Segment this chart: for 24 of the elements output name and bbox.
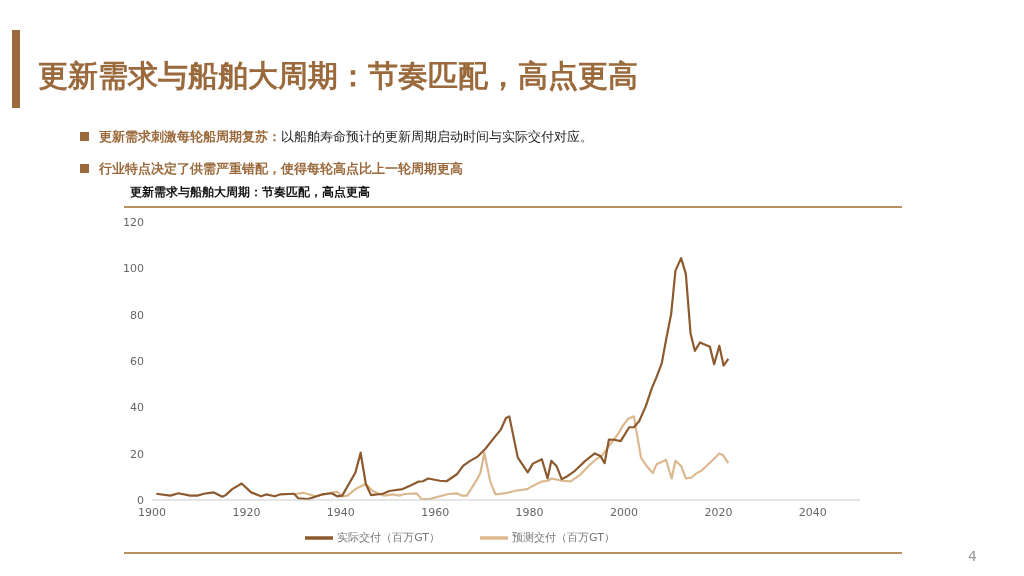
y-tick-label: 40	[130, 401, 144, 415]
y-tick-label: 20	[130, 447, 144, 461]
text: 更新需求刺激每轮船周期复苏：以船舶寿命预计的更新周期启动时间与实际交付对应。	[99, 129, 593, 144]
y-tick-label: 120	[123, 215, 144, 229]
y-tick-label: 100	[123, 262, 144, 276]
x-tick-label: 1960	[421, 505, 450, 519]
legend-label: 预测交付（百万GT）	[512, 531, 615, 544]
y-tick-label: 60	[130, 354, 144, 368]
text: 行业特点决定了供需严重错配，使得每轮高点比上一轮周期更高	[99, 161, 463, 176]
x-tick-label: 2000	[610, 505, 638, 519]
x-tick-label: 1900	[138, 505, 166, 519]
chart-title: 更新需求与船舶大周期：节奏匹配，高点更高	[38, 57, 638, 95]
y-tick-label: 0	[137, 493, 144, 507]
line-series	[293, 415, 730, 500]
y-tick-label: 80	[130, 308, 144, 322]
legend-label: 实际交付（百万GT）	[337, 531, 440, 544]
x-tick-label: 2020	[704, 505, 733, 519]
x-tick-label: 1980	[515, 505, 544, 519]
line-series	[155, 257, 730, 500]
x-tick-label: 2040	[798, 505, 827, 519]
x-tick-label: 1920	[232, 505, 261, 519]
x-tick-label: 1940	[326, 505, 355, 519]
chart-subtitle: 更新需求与船舶大周期：节奏匹配，高点更高	[130, 184, 370, 201]
text: 4	[968, 548, 977, 564]
